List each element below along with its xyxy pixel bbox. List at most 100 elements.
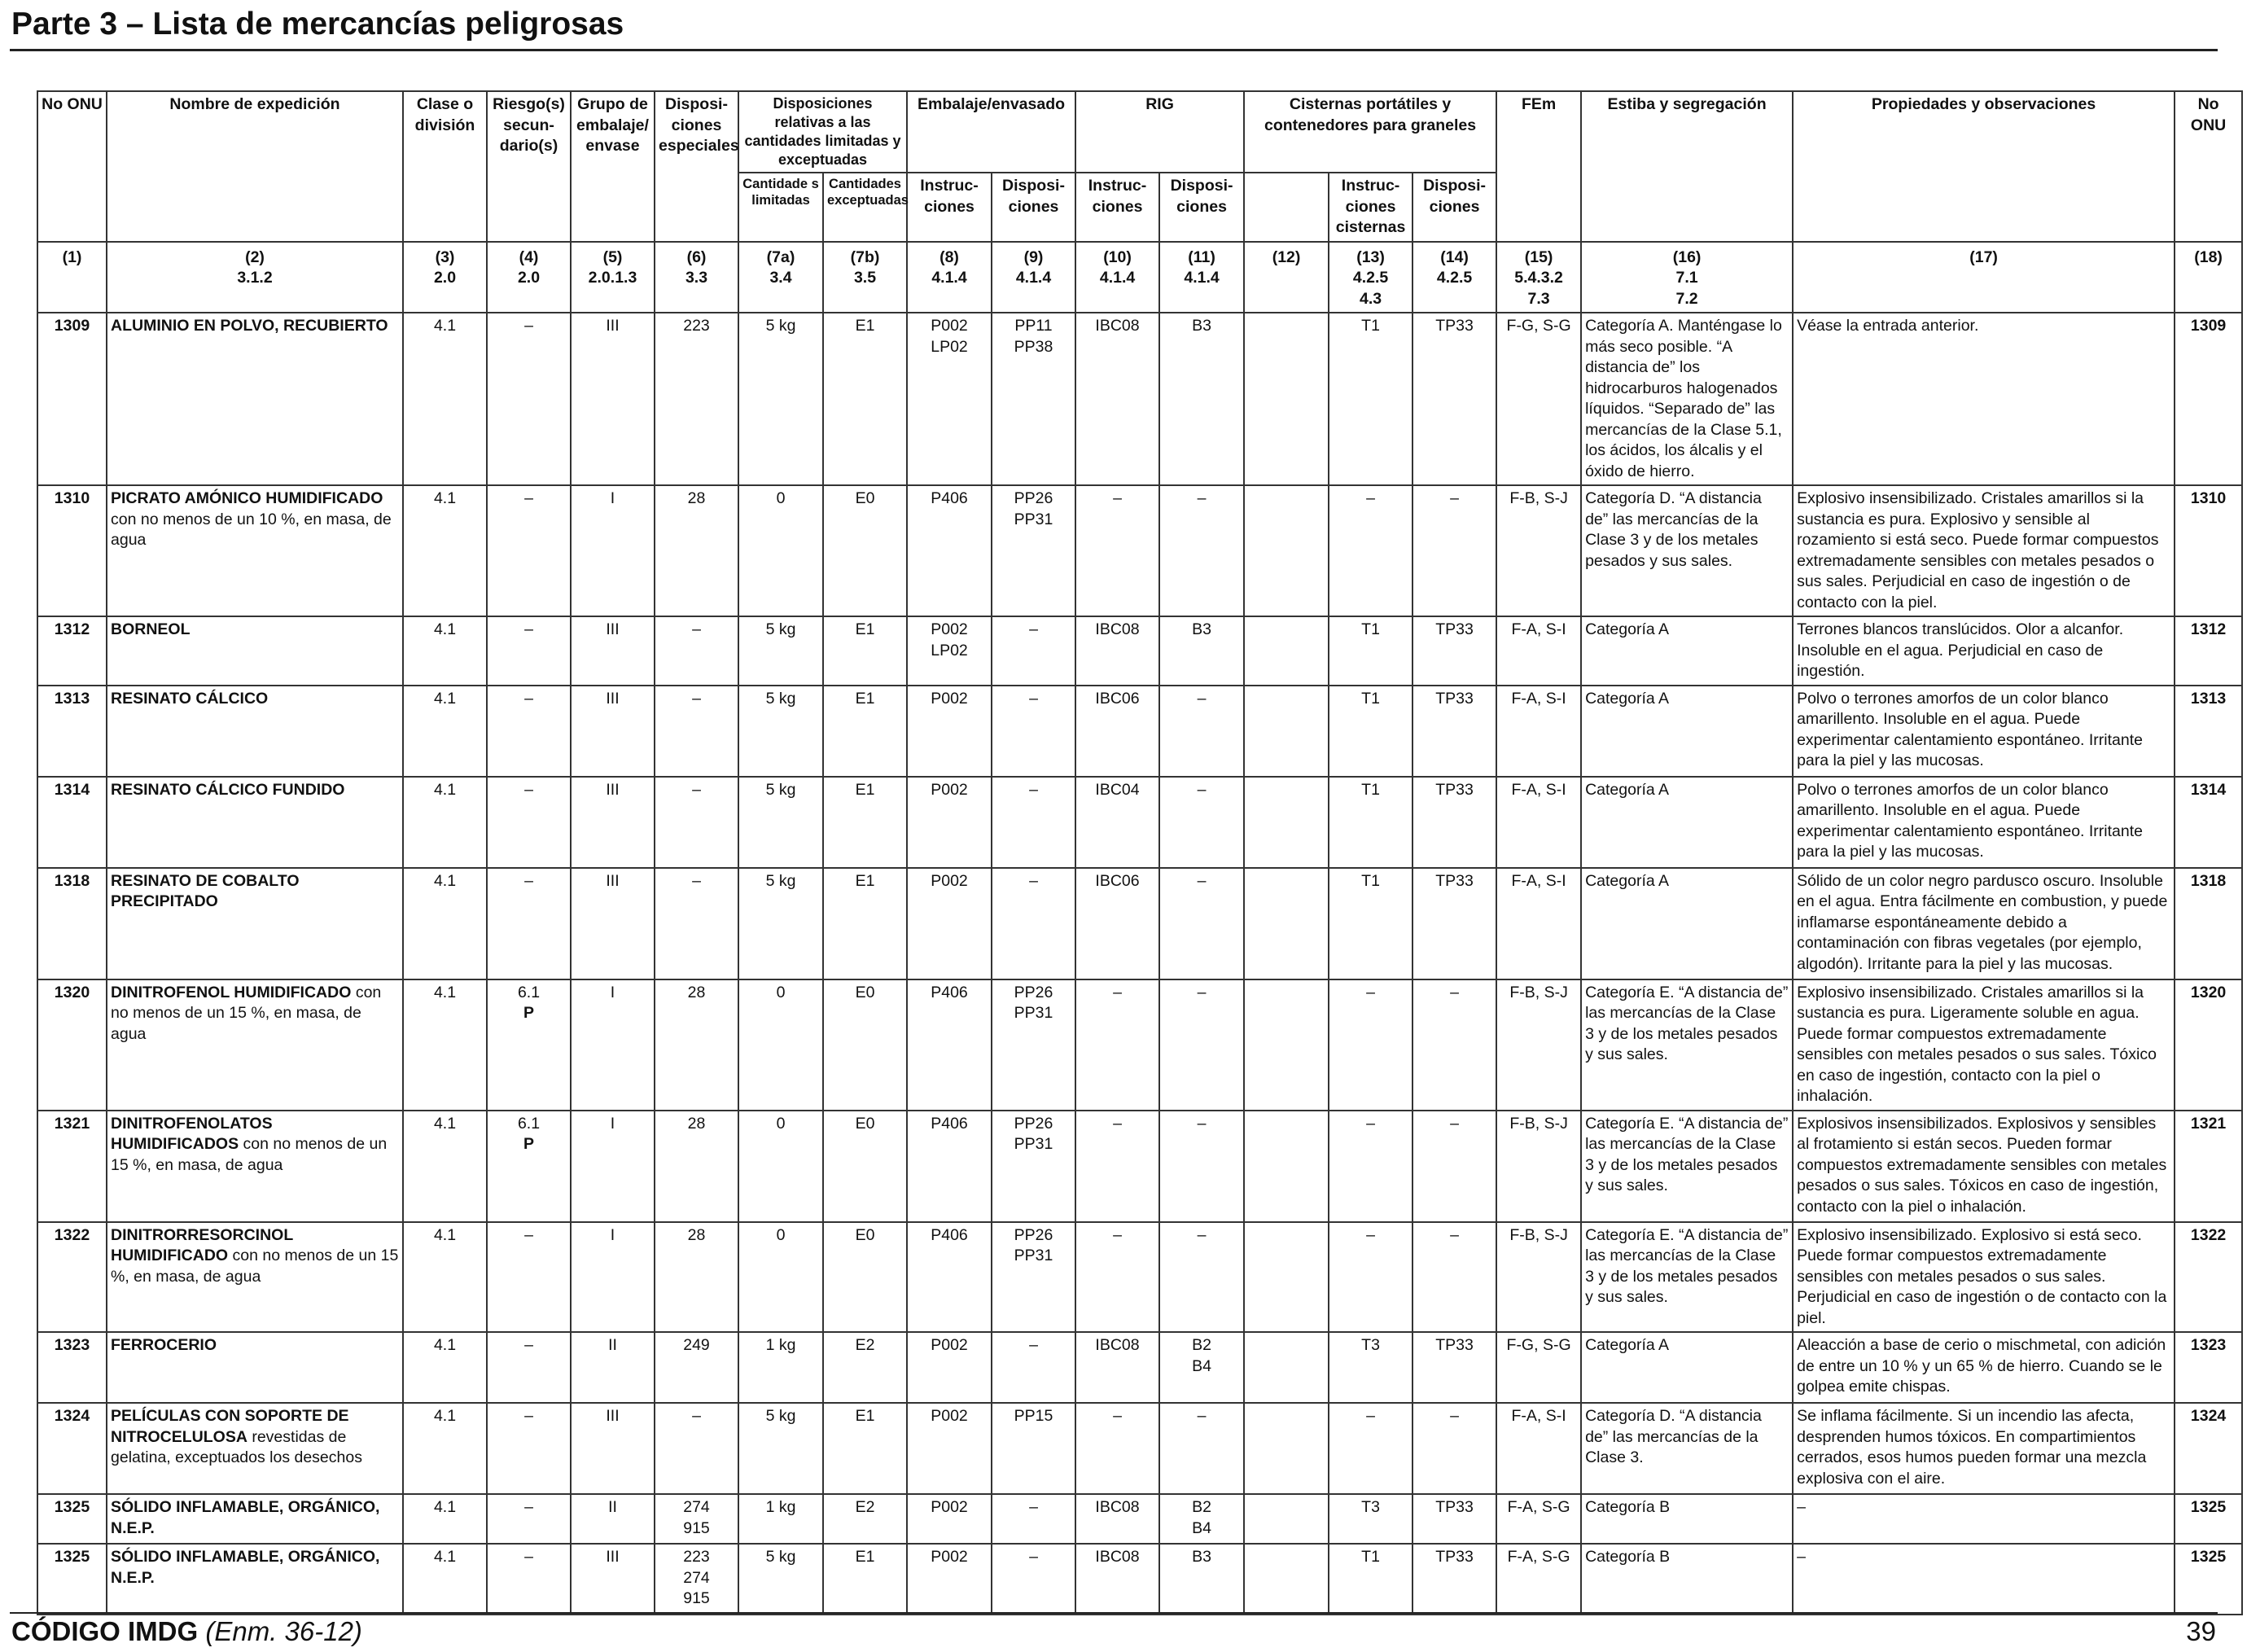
stowage-segregation: Categoría A <box>1580 616 1794 686</box>
cell-line: PP38 <box>1014 337 1053 356</box>
cell-line: P002 <box>931 689 968 708</box>
limited-quantities: 5 kg <box>738 866 824 980</box>
packing-instructions: P002 <box>906 1543 993 1615</box>
tank-instructions: – <box>1328 1109 1414 1223</box>
properties-observations: Explosivos insensibilizados. Explosivos … <box>1792 1109 2176 1223</box>
shipping-name-bold: DINITROFENOL HUMIDIFICADO <box>111 983 352 1001</box>
un-number: 1318 <box>37 866 107 980</box>
packing-provisions: – <box>991 866 1077 980</box>
column-12 <box>1243 1493 1330 1545</box>
column-ref-line: 2.0.1.3 <box>588 269 637 287</box>
cell-line: PP31 <box>1014 510 1053 528</box>
column-ref-line: (12) <box>1272 248 1301 266</box>
properties-observations: Sólido de un color negro pardusco oscuro… <box>1792 866 2176 980</box>
shipping-name-bold: DINITROFENOLATOS HUMIDIFICADOS <box>111 1114 273 1154</box>
limited-quantities: 5 kg <box>738 616 824 686</box>
ibc-instructions: IBC04 <box>1075 775 1161 869</box>
cell-line: 274 <box>683 1498 710 1516</box>
un-number-right: 1323 <box>2174 1331 2244 1404</box>
header-rig-disp: Disposi- ciones <box>1158 172 1246 243</box>
column-ref-line: 7.3 <box>1527 289 1550 308</box>
column-ref-18: (17) <box>1792 240 2176 313</box>
column-reference-row: (1) (2) 3.1.2 (3) 2.0 (4) 2.0 (5) 2.0.1.3 (6) 3.3(… <box>37 240 2244 313</box>
cell-line: PP31 <box>1014 1247 1053 1264</box>
cell-line: LP02 <box>931 337 968 356</box>
limited-quantities: 5 kg <box>738 684 824 778</box>
cell-line: PP26 <box>1014 983 1053 1001</box>
column-ref-line: (18) <box>2194 248 2223 266</box>
cell-line: P <box>523 1135 534 1153</box>
shipping-name: SÓLIDO INFLAMABLE, ORGÁNICO, N.E.P. <box>106 1493 404 1545</box>
column-ref-line: (7b) <box>850 248 880 266</box>
excepted-quantities: E1 <box>821 775 909 869</box>
cell-line: – <box>524 1336 533 1354</box>
header-fem: FEm <box>1496 90 1583 243</box>
packing-instructions: P002 <box>906 1493 993 1545</box>
excepted-quantities: E0 <box>821 1220 909 1333</box>
tank-provisions: TP33 <box>1412 684 1498 778</box>
packing-provisions: PP26 PP31 <box>991 484 1077 617</box>
un-number: 1324 <box>37 1402 107 1495</box>
header-clase: Clase o división <box>402 90 488 243</box>
special-provisions: 28 <box>654 1220 739 1333</box>
properties-observations: Explosivo insensibilizado. Explosivo si … <box>1792 1220 2176 1333</box>
packing-group: I <box>570 978 655 1111</box>
cell-line: P406 <box>931 1225 968 1244</box>
cell-line: – <box>692 871 701 890</box>
cell-line: B2 <box>1192 1498 1211 1516</box>
tank-instructions: – <box>1328 978 1414 1111</box>
cell-line: P002 <box>931 317 968 335</box>
cell-line: P406 <box>931 489 968 507</box>
cell-line: P <box>523 1004 534 1022</box>
ibc-instructions: – <box>1075 978 1161 1111</box>
cell-line: – <box>692 689 701 708</box>
properties-observations: Explosivo insensibilizado. Cristales ama… <box>1792 484 2176 617</box>
tank-provisions: TP33 <box>1412 1331 1498 1404</box>
cell-line: 915 <box>683 1518 710 1537</box>
column-ref-6: (6) 3.3 <box>654 240 739 313</box>
shipping-name-bold: SÓLIDO INFLAMABLE, ORGÁNICO, N.E.P. <box>111 1498 380 1537</box>
header-emb-disp: Disposi- ciones <box>991 172 1077 243</box>
cell-line: – <box>524 871 533 890</box>
properties-observations: Véase la entrada anterior. <box>1792 312 2176 486</box>
cell-line: – <box>692 620 701 638</box>
ems: F-A, S-I <box>1496 684 1583 778</box>
cell-line: – <box>1029 1336 1038 1354</box>
cell-line: – <box>524 1548 533 1566</box>
cell-line: – <box>524 1498 533 1516</box>
shipping-name-rest: revestidas de gelatina, exceptuados los … <box>111 1427 362 1467</box>
ibc-instructions: IBC08 <box>1075 1543 1161 1615</box>
footer-rule <box>10 1612 2218 1614</box>
cell-line: – <box>1197 1225 1207 1244</box>
tank-provisions: TP33 <box>1412 1543 1498 1615</box>
subsidiary-risk: – <box>486 775 572 869</box>
column-ref-line: 2.0 <box>433 269 457 287</box>
column-ref-line: 4.1.4 <box>1015 269 1052 287</box>
limited-quantities: 5 kg <box>738 775 824 869</box>
cell-line: P002 <box>931 620 968 638</box>
shipping-name: RESINATO DE COBALTO PRECIPITADO <box>106 866 404 980</box>
stowage-segregation: Categoría D. “A distancia de” las mercan… <box>1580 1402 1794 1495</box>
un-number-right: 1321 <box>2174 1109 2244 1223</box>
stowage-segregation: Categoría E. “A distancia de” las mercan… <box>1580 1220 1794 1333</box>
packing-instructions: P002 <box>906 1402 993 1495</box>
packing-provisions: PP26 PP31 <box>991 1109 1077 1223</box>
packing-group: III <box>570 775 655 869</box>
header-grupo: Grupo de embalaje/ envase <box>570 90 655 243</box>
special-provisions: – <box>654 684 739 778</box>
ibc-provisions: – <box>1158 484 1246 617</box>
header-estiba: Estiba y segregación <box>1580 90 1794 243</box>
ibc-provisions: – <box>1158 775 1246 869</box>
header-propiedades: Propiedades y observaciones <box>1792 90 2176 243</box>
cell-line: – <box>1197 1407 1207 1425</box>
class-division: 4.1 <box>402 1493 488 1545</box>
un-number: 1323 <box>37 1331 107 1404</box>
class-division: 4.1 <box>402 484 488 617</box>
cell-line: B4 <box>1192 1356 1211 1375</box>
column-ref-line: 5.4.3.2 <box>1514 269 1563 287</box>
special-provisions: 28 <box>654 1109 739 1223</box>
packing-instructions: P406 <box>906 1109 993 1223</box>
page-title: Parte 3 – Lista de mercancías peligrosas <box>11 7 624 42</box>
stowage-segregation: Categoría E. “A distancia de” las mercan… <box>1580 1109 1794 1223</box>
cell-line: – <box>524 1225 533 1244</box>
